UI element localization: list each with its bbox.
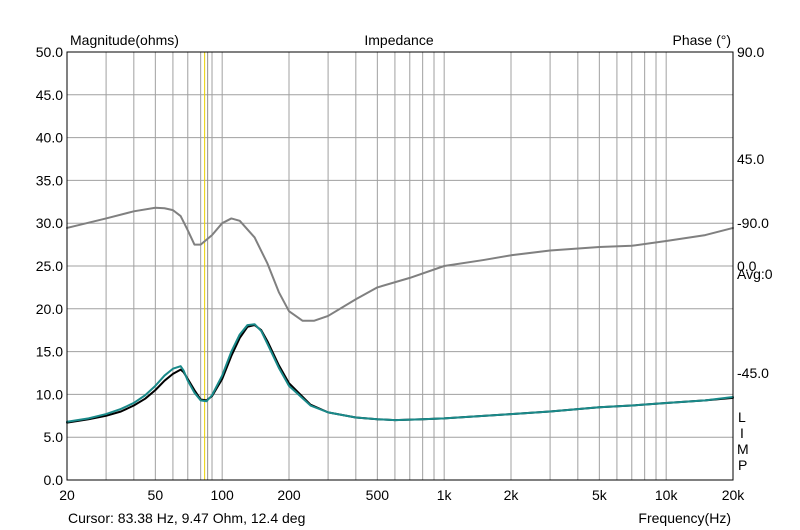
cursor-layer <box>204 52 209 480</box>
y-right-tick-label: 0.0 <box>737 258 757 274</box>
y-left-tick-label: 20.0 <box>36 301 63 317</box>
y-left-tick-label: 25.0 <box>36 258 63 274</box>
side-letter-i: I <box>740 425 744 441</box>
grid <box>67 52 733 480</box>
y-left-tick-label: 50.0 <box>36 44 63 60</box>
series-layer <box>66 206 734 424</box>
x-tick-label: 200 <box>277 487 301 503</box>
y-right-tick-label: 90.0 <box>737 44 764 60</box>
x-tick-label: 20k <box>722 487 746 503</box>
cursor-readout: Cursor: 83.38 Hz, 9.47 Ohm, 12.4 deg <box>68 510 305 526</box>
y-right-tick-labels: -90.0 -45.0 0.0 45.0 90.0 <box>737 44 769 381</box>
side-letter-p: P <box>738 457 747 473</box>
plot-frame <box>66 51 734 481</box>
phase-series-line <box>66 206 734 322</box>
y-left-tick-labels: 0.0 5.0 10.0 15.0 20.0 25.0 30.0 35.0 40.0 45.0 50… <box>36 44 63 488</box>
y-right-tick-label: -45.0 <box>737 365 769 381</box>
x-tick-label: 10k <box>655 487 679 503</box>
x-tick-label: 20 <box>59 487 75 503</box>
y-left-tick-label: 0.0 <box>44 472 64 488</box>
x-tick-labels: 20 50 100 200 500 1k 2k 5k 10k 20k <box>59 487 745 503</box>
y-left-tick-label: 30.0 <box>36 215 63 231</box>
x-tick-label: 500 <box>366 487 390 503</box>
y-left-tick-label: 10.0 <box>36 386 63 402</box>
x-tick-label: 50 <box>148 487 164 503</box>
x-tick-label: 1k <box>437 487 453 503</box>
y-left-tick-label: 15.0 <box>36 344 63 360</box>
y-right-tick-label: 45.0 <box>737 151 764 167</box>
x-tick-label: 100 <box>210 487 234 503</box>
y-left-axis-label: Magnitude(ohms) <box>70 32 179 48</box>
y-right-axis-label: Phase (°) <box>672 32 731 48</box>
side-letter-l: L <box>738 409 746 425</box>
x-tick-label: 2k <box>504 487 520 503</box>
side-letters: L I M P <box>737 409 749 473</box>
y-left-tick-label: 40.0 <box>36 130 63 146</box>
x-axis-label: Frequency(Hz) <box>638 510 731 526</box>
y-left-tick-label: 5.0 <box>44 429 64 445</box>
side-letter-m: M <box>737 441 749 457</box>
chart-title: Impedance <box>364 32 433 48</box>
y-left-tick-label: 35.0 <box>36 172 63 188</box>
y-right-tick-label: -90.0 <box>737 215 769 231</box>
phase-average-label: Avg:0 <box>737 266 773 282</box>
magnitude-series-line-teal <box>66 323 734 423</box>
y-left-tick-label: 45.0 <box>36 87 63 103</box>
x-tick-label: 5k <box>592 487 608 503</box>
